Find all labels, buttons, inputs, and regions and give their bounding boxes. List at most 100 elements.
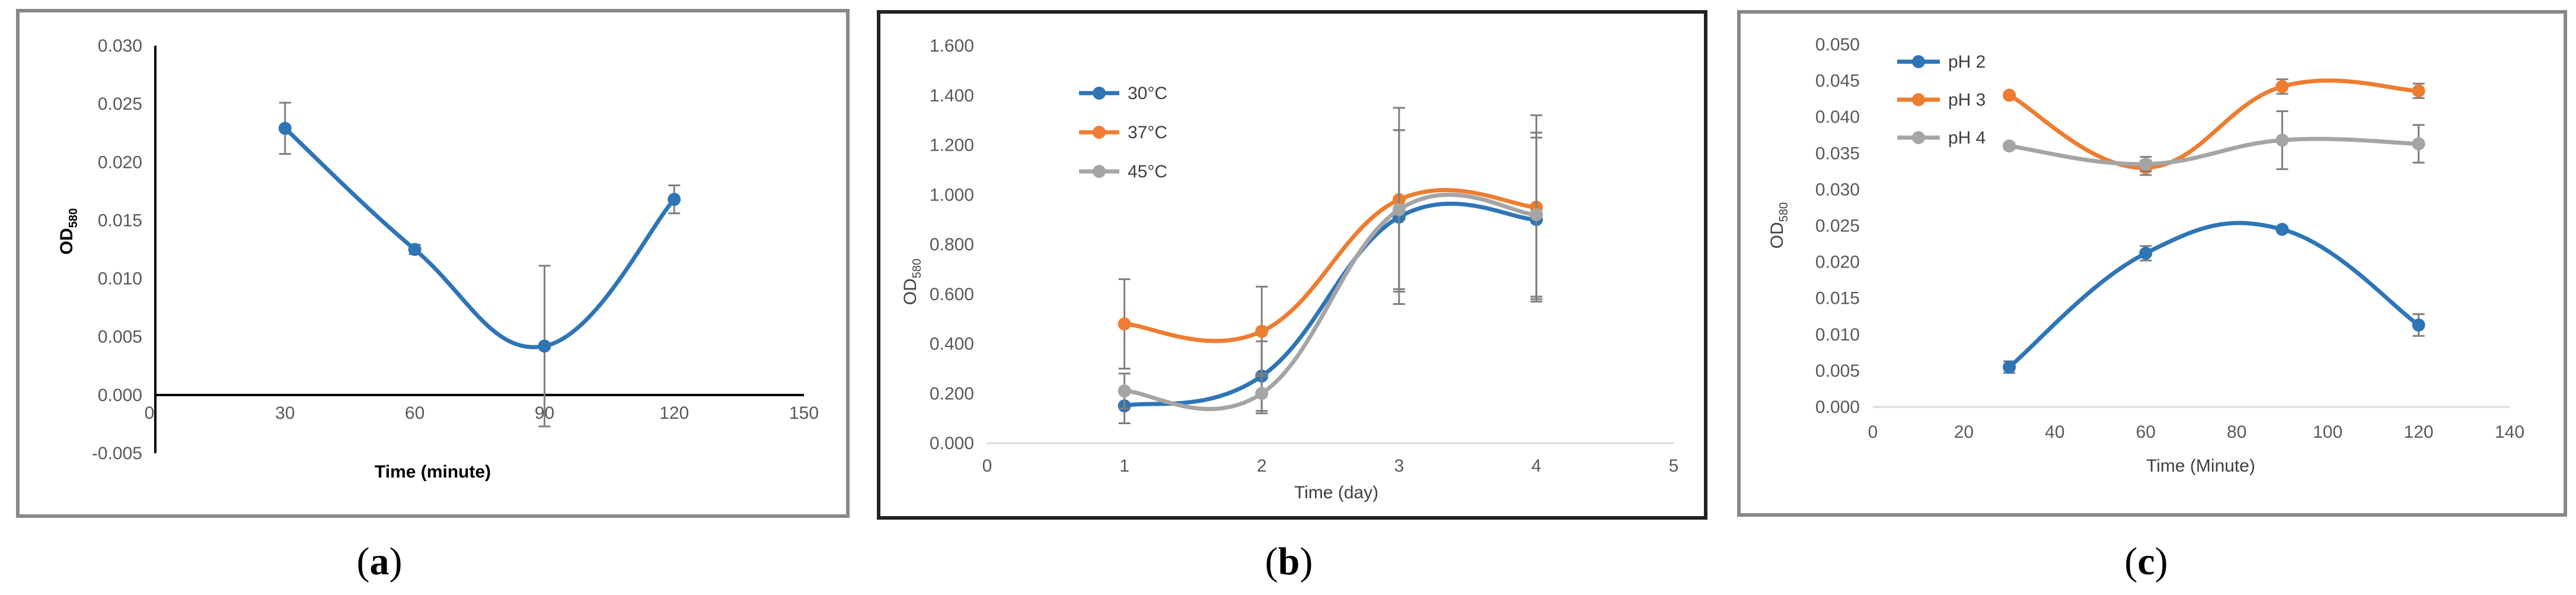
panel-a-xtick-label: 60 <box>405 403 424 423</box>
caption-b-letter: b <box>1278 540 1300 583</box>
panel-a-chart: -0.005 0.000 0.005 0.010 0.015 0.020 0.025 0.03… <box>92 36 819 463</box>
caption-b-close: ) <box>1300 540 1313 583</box>
panel-a-ytick-label: 0.025 <box>98 94 142 114</box>
panel-b-xtick-label: 2 <box>1257 456 1267 476</box>
caption-b-open: ( <box>1265 540 1278 583</box>
panel-b-ytick-label: 0.800 <box>930 235 974 254</box>
panel-c-data-point <box>2139 246 2153 260</box>
panel-c-ylabel: OD580 <box>1767 202 1790 249</box>
panel-c-xtick-label: 140 <box>2495 422 2524 442</box>
panel-a-data-point <box>408 243 422 256</box>
panel-a-series-line <box>283 126 676 349</box>
panel-c-legend-entry: pH 2 <box>1897 52 1986 72</box>
panel-c-data-point <box>2003 360 2016 374</box>
panel-a-xtick-label: 120 <box>659 403 689 423</box>
panel-c-data-point <box>2412 318 2425 332</box>
panel-b-data-point <box>1392 203 1406 217</box>
caption-c: (c) <box>2124 540 2168 583</box>
panel-b-xlabel: Time (day) <box>1294 483 1378 502</box>
panel-b-legend-entry: 30°C <box>1079 84 1167 103</box>
panel-c-data-point <box>2139 157 2153 171</box>
panel-c-ytick-label: 0.025 <box>1815 217 1860 236</box>
panel-b-data-point <box>1118 317 1131 330</box>
panel-b-series-line <box>1122 201 1538 408</box>
panel-c-legend-entry: pH 4 <box>1897 128 1986 148</box>
panel-b-ytick-label: 0.000 <box>930 434 974 453</box>
panel-c-data-point <box>2003 88 2016 102</box>
panel-c-ytick-label: 0.000 <box>1815 397 1860 417</box>
panel-c-ytick-label: 0.010 <box>1815 325 1860 345</box>
panel-a-xtick-label: 0 <box>145 403 155 423</box>
panel-c-xtick-label: 0 <box>1868 422 1878 442</box>
panel-a-ytick-label: 0.020 <box>98 152 142 172</box>
panel-b-ylabel-base: OD <box>901 278 920 305</box>
panel-a-ytick-label: 0.005 <box>98 327 142 347</box>
panel-b-frame <box>877 10 1707 520</box>
panel-b-data-point <box>1255 387 1269 400</box>
panel-a-xlabel: Time (minute) <box>375 462 491 482</box>
panel-b-xtick-label: 0 <box>982 456 992 476</box>
panel-c-series-line <box>2007 78 2421 170</box>
panel-b-ytick-label: 0.200 <box>930 384 974 403</box>
panel-b-xtick-label: 3 <box>1394 456 1404 476</box>
panel-c-ytick-label: 0.005 <box>1815 361 1860 381</box>
panel-a-ylabel-sub: 580 <box>67 208 80 228</box>
panel-c-xtick-label: 60 <box>2136 422 2156 442</box>
panel-a-ytick-label: -0.005 <box>92 444 142 463</box>
panel-b-ylabel-sub: 580 <box>911 259 924 278</box>
panel-c-series-line <box>2007 136 2421 167</box>
panel-a-ylabel-base: OD <box>57 228 76 254</box>
panel-c-data-point <box>2003 139 2016 153</box>
panel-c-ytick-label: 0.035 <box>1815 144 1860 163</box>
panel-b-ytick-label: 1.400 <box>930 86 974 106</box>
panel-a-ylabel: OD580 <box>57 208 80 254</box>
panel-b-legend-label: 37°C <box>1128 123 1167 142</box>
panel-a-ytick-label: 0.015 <box>98 211 142 230</box>
caption-c-open: ( <box>2124 540 2137 583</box>
panel-c-xtick-label: 80 <box>2227 422 2246 442</box>
panel-c-data-point <box>2275 79 2289 93</box>
panel-b-legend-entry: 45°C <box>1079 162 1167 182</box>
panel-b-legend-label: 30°C <box>1128 84 1167 103</box>
panel-c-xtick-label: 40 <box>2045 422 2064 442</box>
panel-c-ytick-label: 0.040 <box>1815 107 1860 127</box>
caption-a-open: ( <box>357 540 370 583</box>
panel-b-ylabel: OD580 <box>901 259 924 305</box>
panel-c-data-point <box>2412 84 2425 98</box>
panel-b-series-line <box>1122 187 1538 343</box>
caption-b: (b) <box>1265 540 1313 583</box>
caption-c-letter: c <box>2137 540 2154 583</box>
caption-c-close: ) <box>2155 540 2168 583</box>
panel-c-legend-label: pH 4 <box>1948 128 1986 148</box>
panel-c-frame <box>1737 10 2567 517</box>
panel-c-legend-label: pH 2 <box>1948 52 1986 72</box>
panel-c-ytick-label: 0.020 <box>1815 253 1860 272</box>
panel-c-data-point <box>2412 137 2425 151</box>
panel-b-ytick-label: 1.600 <box>930 36 974 56</box>
panel-c-ylabel-base: OD <box>1767 222 1787 249</box>
panel-a-xtick-label: 30 <box>275 403 295 423</box>
caption-a-letter: a <box>370 540 390 583</box>
panel-c-series-line <box>2007 221 2421 370</box>
panel-a-xtick-label: 150 <box>789 403 819 423</box>
panel-a-data-point <box>538 339 551 353</box>
caption-a: (a) <box>357 540 403 583</box>
panel-c-xlabel: Time (Minute) <box>2146 456 2255 476</box>
panel-a-ytick-label: 0.000 <box>98 386 142 405</box>
panel-b-ytick-label: 1.200 <box>930 136 974 155</box>
panel-c-ytick-label: 0.050 <box>1815 35 1860 55</box>
panel-c-legend-label: pH 3 <box>1948 90 1986 110</box>
panel-a-data-point <box>668 193 681 206</box>
panel-c-ylabel-sub: 580 <box>1777 202 1790 222</box>
panel-b-xtick-label: 1 <box>1119 456 1129 476</box>
panel-c-ytick-label: 0.030 <box>1815 180 1860 199</box>
panel-c-data-point <box>2275 222 2289 236</box>
panel-b-data-point <box>1530 208 1543 221</box>
panel-b-data-point <box>1118 384 1131 398</box>
panel-b-data-point <box>1255 324 1269 338</box>
caption-a-close: ) <box>390 540 403 583</box>
panel-b-legend-entry: 37°C <box>1079 123 1167 142</box>
panel-c-xtick-label: 120 <box>2404 422 2434 442</box>
panel-b-chart: 0.000 0.200 0.400 0.600 0.800 1.000 1.200 1.400… <box>930 36 1678 476</box>
